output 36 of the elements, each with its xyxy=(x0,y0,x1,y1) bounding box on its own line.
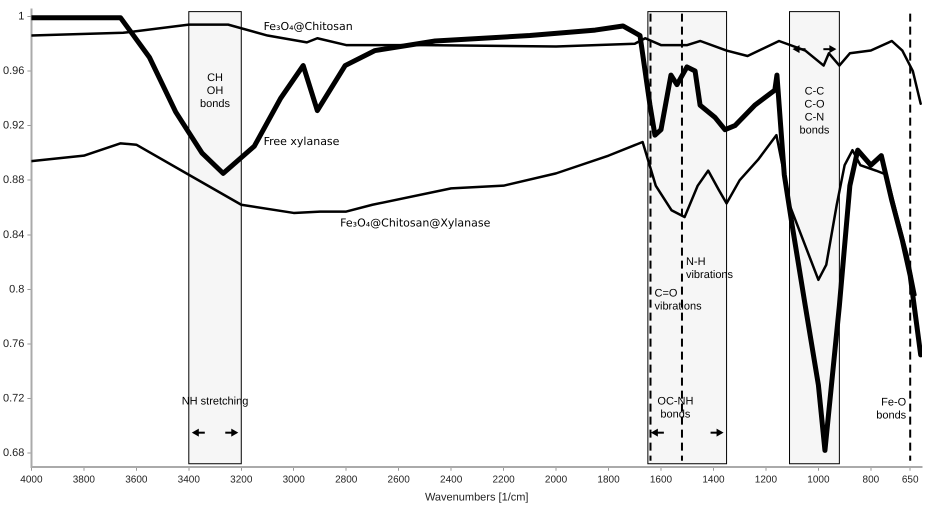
x-tick-label: 2600 xyxy=(388,474,410,486)
y-tick-label: 0.8 xyxy=(9,283,24,296)
x-tick-label: 2800 xyxy=(335,474,358,486)
y-tick-label: 1 xyxy=(18,10,24,22)
x-tick-label: 3600 xyxy=(125,474,148,486)
x-tick-label: 1800 xyxy=(597,474,620,486)
x-tick-label: 3800 xyxy=(72,474,96,486)
x-tick-label: 2400 xyxy=(440,474,463,486)
x-tick-label: 3400 xyxy=(178,474,200,486)
x-tick-label: 2000 xyxy=(544,474,568,486)
x-tick-label: 4000 xyxy=(20,474,43,486)
ref-line-label: C=O vibrations xyxy=(654,288,702,313)
x-tick-label: 1600 xyxy=(650,474,673,486)
x-axis-title: Wavenumbers [1/cm] xyxy=(424,491,528,504)
y-tick-label: 0.84 xyxy=(2,228,24,241)
band-label: C-C C-O C-N bonds xyxy=(799,86,830,137)
ref-line-label: Fe-O bonds xyxy=(876,396,907,422)
x-tick-label: 800 xyxy=(862,474,880,486)
y-tick-label: 0.88 xyxy=(2,174,24,186)
annotation: CH OH bonds xyxy=(200,72,231,110)
x-tick-label: 3200 xyxy=(230,474,253,486)
series-label: Fe₃O₄@Chitosan@Xylanase xyxy=(340,216,491,230)
y-tick-label: 0.92 xyxy=(2,120,24,132)
series-label: Fe₃O₄@Chitosan xyxy=(264,20,353,34)
x-tick-label: 1000 xyxy=(807,474,830,486)
x-tick-label: 650 xyxy=(902,474,919,486)
y-tick-label: 0.96 xyxy=(2,65,24,78)
y-tick-label: 0.76 xyxy=(2,338,24,350)
band-label: OC-NH bonds xyxy=(657,395,694,420)
x-tick-label: 1400 xyxy=(702,474,726,486)
x-tick-label: 2200 xyxy=(492,474,516,486)
x-tick-label: 3000 xyxy=(282,474,306,486)
series-label: Free xylanase xyxy=(264,134,340,148)
y-tick-label: 0.72 xyxy=(2,392,24,405)
x-tick-label: 1200 xyxy=(754,474,778,486)
y-tick-label: 0.68 xyxy=(2,447,24,460)
